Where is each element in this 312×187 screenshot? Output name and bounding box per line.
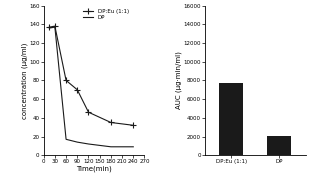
DP: [109, 146, 113, 148]
DP:Eu (1:1): [76, 89, 79, 91]
DP:Eu (1:1): [53, 25, 57, 27]
DP:Eu (1:1): [87, 111, 90, 113]
Bar: [219, 83, 243, 155]
Y-axis label: concentration (μg/ml): concentration (μg/ml): [21, 42, 28, 119]
Bar: [267, 136, 291, 155]
DP: [76, 141, 79, 143]
DP: [53, 26, 57, 28]
DP: [64, 138, 68, 140]
DP: [47, 27, 51, 29]
Y-axis label: AUC (μg·min/ml): AUC (μg·min/ml): [175, 51, 182, 109]
DP: [87, 143, 90, 145]
DP: [131, 146, 135, 148]
Line: DP: DP: [49, 27, 133, 147]
X-axis label: Time(min): Time(min): [76, 166, 112, 172]
Line: DP:Eu (1:1): DP:Eu (1:1): [46, 23, 136, 128]
DP:Eu (1:1): [131, 124, 135, 126]
DP:Eu (1:1): [64, 79, 68, 82]
DP:Eu (1:1): [109, 121, 113, 124]
DP:Eu (1:1): [47, 26, 51, 28]
Legend: DP:Eu (1:1), DP: DP:Eu (1:1), DP: [83, 8, 129, 20]
